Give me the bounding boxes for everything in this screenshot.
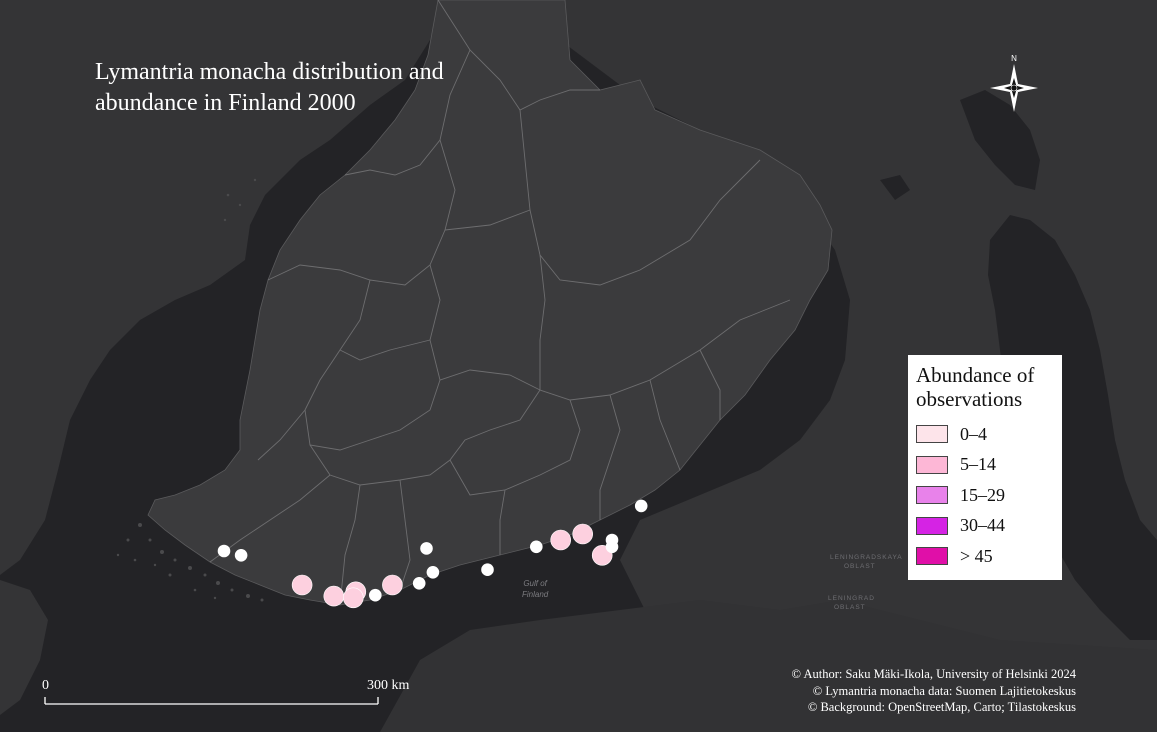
land-estonia	[380, 600, 1157, 732]
observation-point	[323, 585, 345, 607]
observation-point	[368, 588, 382, 602]
observation-point	[634, 499, 648, 513]
legend-swatch	[916, 516, 948, 535]
legend-label: 0–4	[960, 423, 987, 444]
north-arrow-label: N	[1011, 54, 1017, 63]
legend-swatch	[916, 455, 948, 474]
observation-point	[572, 523, 594, 545]
land-sweden	[0, 0, 440, 575]
scale-bar	[44, 697, 379, 705]
legend-item: 30–44	[916, 511, 1054, 542]
lake-onega	[960, 90, 1040, 190]
lake-small	[880, 175, 910, 200]
legend-label: 15–29	[960, 484, 1005, 505]
credits: © Author: Saku Mäki-Ikola, University of…	[700, 666, 1076, 716]
credit-data: © Lymantria monacha data: Suomen Lajitie…	[812, 683, 1076, 698]
legend-title: Abundance of observations	[916, 363, 1035, 411]
archipelago	[116, 178, 264, 602]
legend-swatch	[916, 486, 948, 505]
observation-point	[217, 544, 231, 558]
legend: Abundance of observations 0–4 5–14 15–29…	[908, 355, 1062, 580]
legend-label: > 45	[960, 545, 993, 566]
observation-point	[412, 576, 426, 590]
map-title-line2: abundance in Finland 2000	[95, 90, 356, 116]
regional-boundaries	[209, 0, 791, 606]
legend-label: 30–44	[960, 515, 1005, 536]
north-arrow-icon: N	[990, 54, 1038, 112]
legend-label: 5–14	[960, 454, 996, 475]
observation-point	[550, 529, 572, 551]
legend-item: > 45	[916, 541, 1054, 572]
observation-point	[342, 587, 364, 609]
scale-end-label: 300 km	[367, 678, 410, 693]
legend-swatch	[916, 425, 948, 444]
observation-point	[420, 542, 433, 555]
legend-item: 15–29	[916, 480, 1054, 511]
credit-background: © Background: OpenStreetMap, Carto; Tila…	[807, 700, 1076, 714]
observation-point	[605, 533, 619, 547]
observation-point	[234, 548, 248, 562]
observation-point	[529, 540, 543, 554]
legend-item: 0–4	[916, 419, 1054, 450]
observation-points	[217, 499, 648, 609]
observation-point	[291, 574, 313, 596]
land-sweden-south	[0, 580, 48, 715]
scale-start-label: 0	[42, 678, 49, 693]
map-title: Lymantria monacha distribution and abund…	[95, 57, 525, 119]
legend-item: 5–14	[916, 450, 1054, 481]
observation-point	[426, 565, 440, 579]
gulf-of-finland-label: Gulf of Finland	[522, 579, 549, 599]
observation-point	[481, 563, 494, 577]
leningradskaya-oblast-label: LENINGRADSKAYA OBLAST	[830, 554, 903, 570]
legend-swatch	[916, 547, 948, 566]
leningrad-oblast-label: LENINGRAD OBLAST	[828, 595, 875, 611]
observation-point	[382, 574, 403, 596]
lake-ladoga	[988, 215, 1157, 640]
map-title-line1: Lymantria monacha distribution and	[95, 59, 444, 85]
credit-author: © Author: Saku Mäki-Ikola, University of…	[791, 667, 1076, 681]
